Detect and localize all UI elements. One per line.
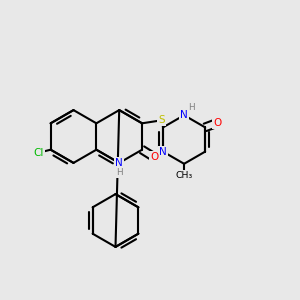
- Text: N: N: [116, 158, 123, 168]
- Text: H: H: [116, 168, 122, 177]
- Text: O: O: [150, 152, 158, 162]
- Text: H: H: [188, 103, 195, 112]
- Text: N: N: [180, 110, 188, 120]
- Text: N: N: [159, 147, 167, 157]
- Text: S: S: [158, 115, 165, 125]
- Text: CH₃: CH₃: [176, 171, 193, 180]
- Text: O: O: [213, 118, 221, 128]
- Text: Cl: Cl: [33, 148, 44, 158]
